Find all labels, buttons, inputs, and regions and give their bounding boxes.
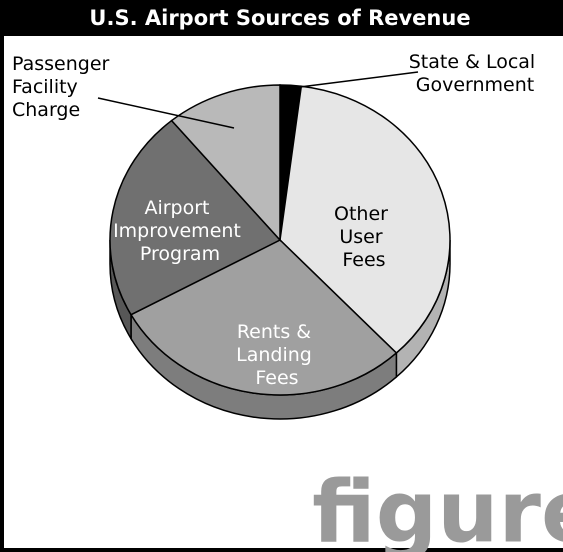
- slice-label: Other User Fees: [334, 203, 394, 271]
- slice-label: Rents & Landing Fees: [236, 321, 318, 389]
- pie-slice: [170, 84, 281, 242]
- leader-line: [97, 97, 235, 129]
- pie-slice: [129, 239, 398, 396]
- leader-line: [291, 71, 419, 89]
- slice-label: State & Local Government: [409, 51, 541, 96]
- figure-label: figure 2: [312, 462, 563, 552]
- slice-label: Passenger Facility Charge: [12, 53, 115, 121]
- slice-label: Airport Improvement Program: [113, 197, 247, 265]
- pie-slice: [109, 119, 282, 316]
- chart-title: U.S. Airport Sources of Revenue: [89, 6, 470, 30]
- pie-slice: [279, 85, 451, 355]
- title-bar: [0, 0, 563, 36]
